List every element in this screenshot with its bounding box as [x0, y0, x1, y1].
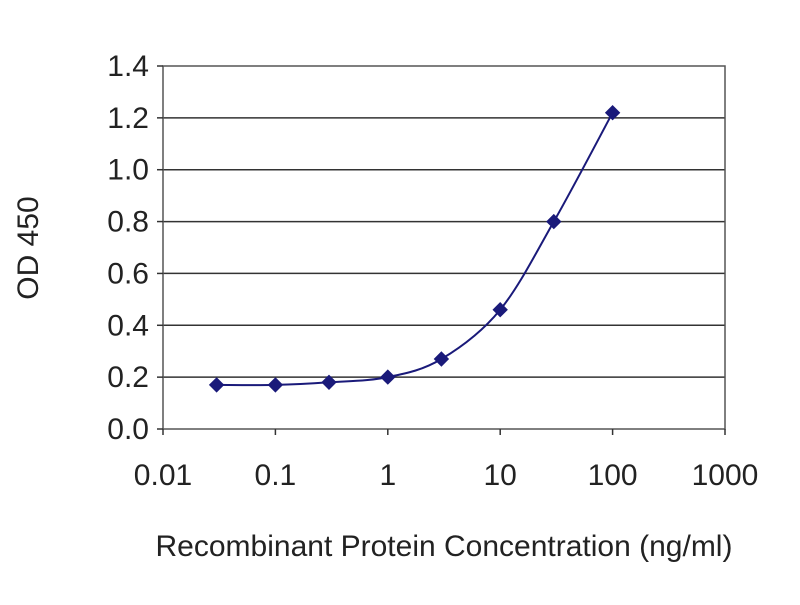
data-point-5 — [492, 301, 508, 318]
data-point-6 — [546, 213, 562, 230]
x-tick-label-0: 0.01 — [134, 459, 192, 492]
x-tick-label-1: 0.1 — [255, 459, 297, 492]
y-tick-label-0: 0.0 — [107, 413, 149, 446]
x-axis-ticks: 0.01 0.1 1 10 100 1000 — [134, 429, 759, 492]
y-tick-label-4: 0.8 — [107, 206, 149, 239]
y-tick-label-1: 0.2 — [107, 361, 149, 394]
data-point-4 — [433, 351, 450, 367]
x-tick-label-3: 10 — [484, 459, 517, 492]
y-axis-title: OD 450 — [12, 196, 45, 299]
y-tick-label-7: 1.4 — [107, 50, 149, 83]
x-tick-label-5: 1000 — [692, 459, 759, 492]
series-line-0 — [216, 112, 614, 387]
y-axis-ticks: 0.0 0.2 0.4 0.6 0.8 1.0 1.2 1.4 — [107, 50, 163, 446]
plot-area-frame — [162, 65, 726, 430]
x-axis-title: Recombinant Protein Concentration (ng/ml… — [156, 530, 733, 563]
series-layer — [208, 104, 621, 393]
data-point-1 — [267, 377, 284, 393]
data-point-2 — [321, 374, 337, 391]
x-tick-label-4: 100 — [588, 459, 638, 492]
y-tick-label-6: 1.2 — [107, 102, 149, 135]
y-tick-label-5: 1.0 — [107, 154, 149, 187]
data-point-0 — [208, 377, 225, 393]
data-point-7 — [604, 104, 621, 121]
x-tick-label-2: 1 — [379, 459, 396, 492]
y-tick-label-2: 0.4 — [107, 309, 149, 342]
y-tick-label-3: 0.6 — [107, 257, 149, 290]
gridlines — [163, 117, 725, 378]
data-point-3 — [380, 369, 396, 385]
